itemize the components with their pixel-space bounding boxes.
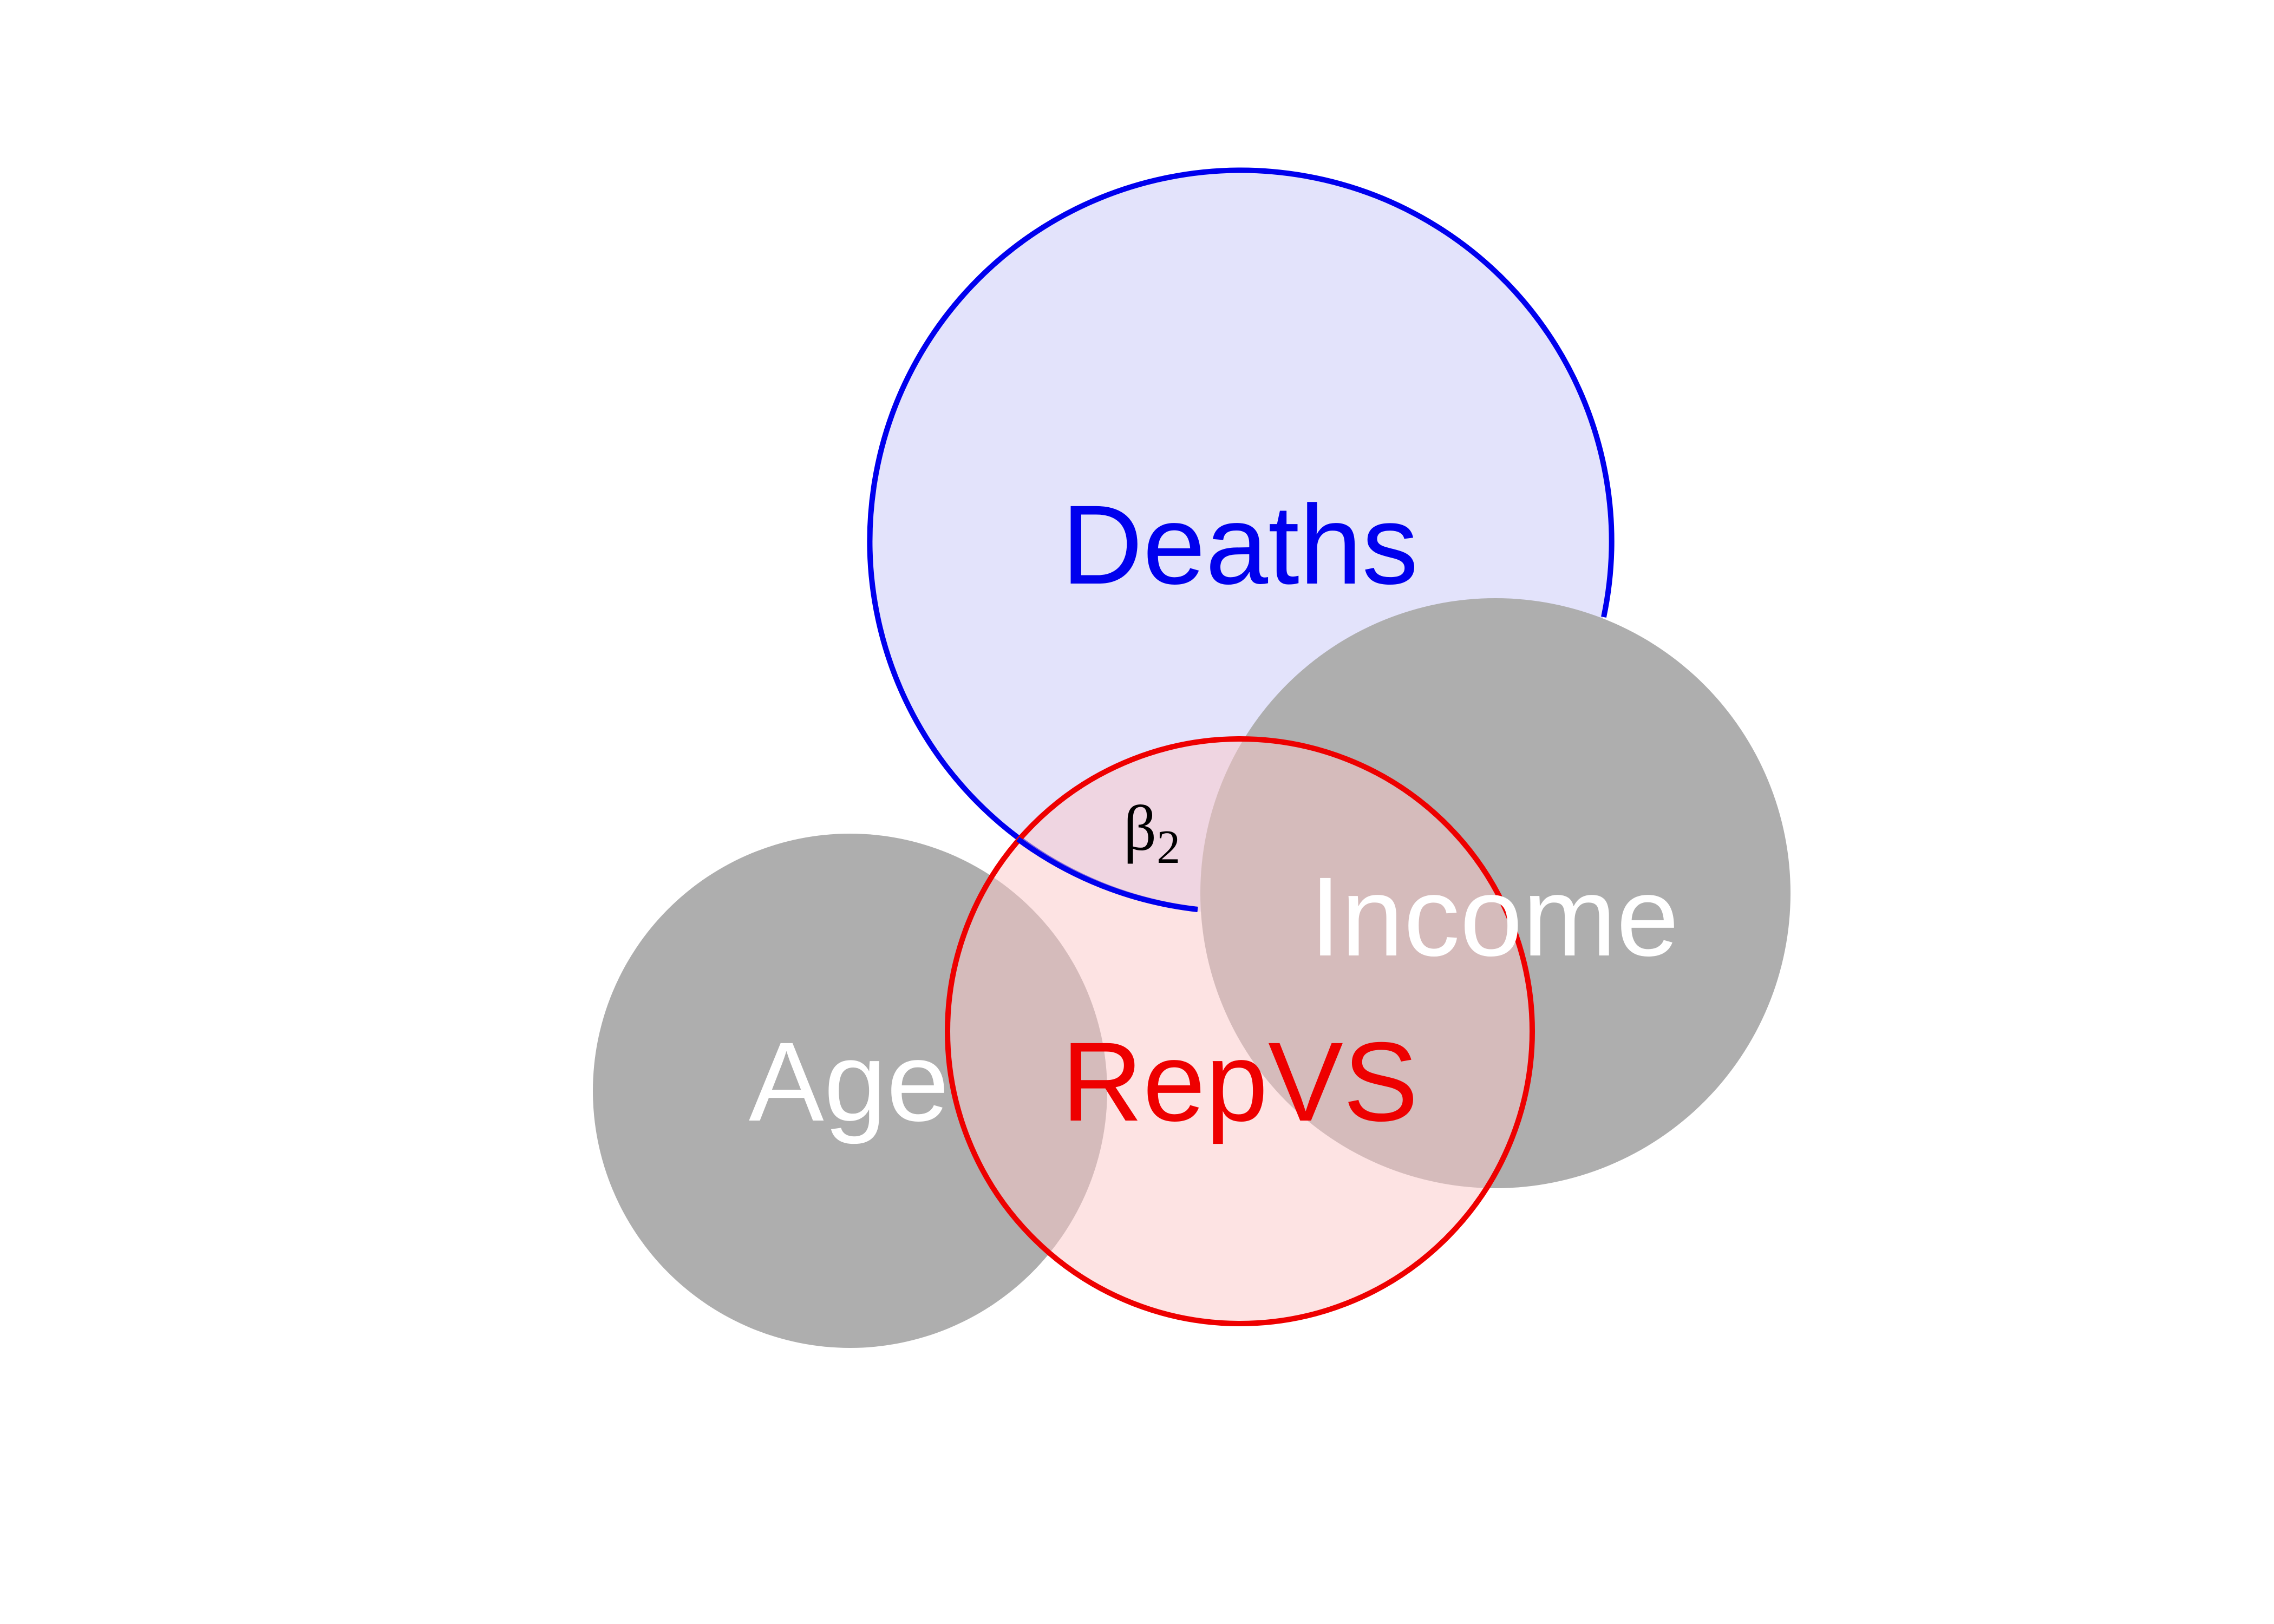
age-label: Age: [749, 1019, 949, 1145]
income-label: Income: [1310, 854, 1679, 980]
beta-coefficient-label: β2: [1123, 792, 1180, 874]
repvs-label: RepVS: [1061, 1019, 1418, 1145]
deaths-label: Deaths: [1061, 482, 1418, 608]
beta-subscript: 2: [1156, 821, 1180, 874]
deaths-circle-outline: [867, 167, 1615, 912]
deaths-circle-outline-inner: [1016, 836, 1198, 912]
beta-symbol: β: [1123, 792, 1156, 864]
